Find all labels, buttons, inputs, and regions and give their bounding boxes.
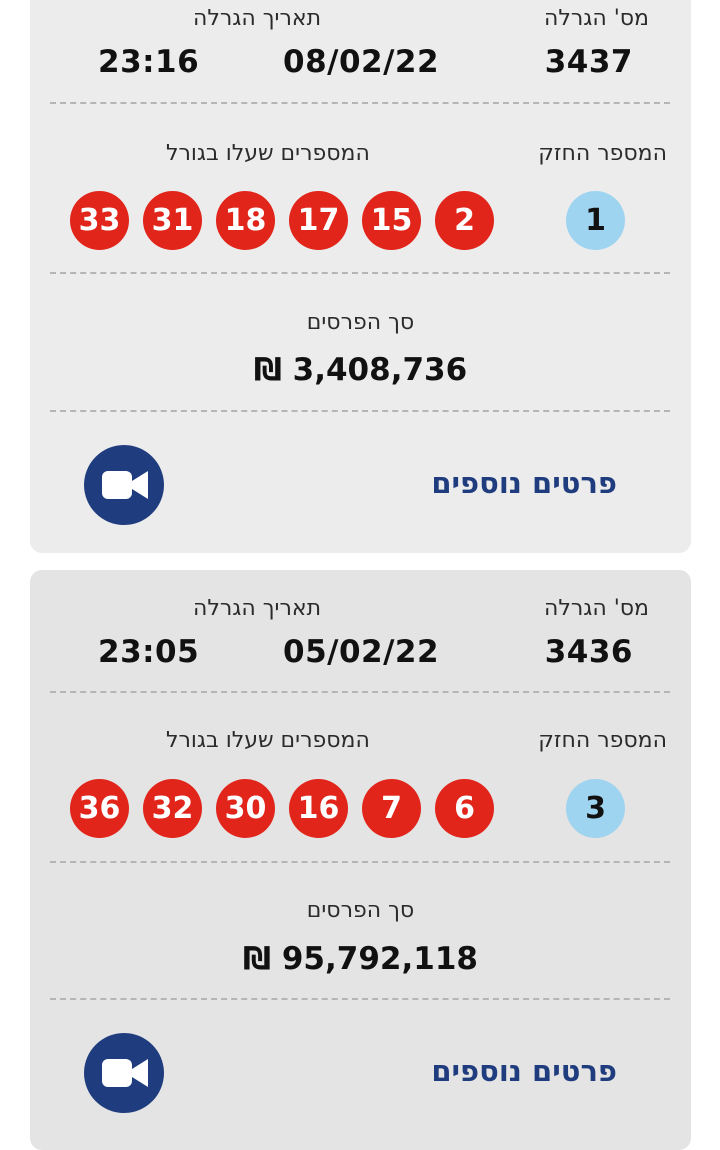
more-details-link[interactable]: פרטים נוספים (431, 1054, 617, 1088)
draw-number: 3436 (544, 634, 633, 670)
draw-date: 08/02/22 (283, 44, 440, 80)
draw-date: 05/02/22 (283, 634, 440, 670)
draw-card: מס' הגרלה תאריך הגרלה 3436 05/02/22 23:0… (30, 570, 691, 1150)
video-button[interactable] (84, 1033, 164, 1113)
number-ball: 18 (216, 191, 275, 250)
number-ball: 31 (143, 191, 202, 250)
draw-time: 23:05 (98, 634, 200, 670)
prize-total-amount: ₪ 95,792,118 (243, 941, 478, 977)
number-ball: 33 (70, 191, 129, 250)
strong-number-label: המספר החזק (538, 141, 667, 166)
strong-number-ball: 1 (566, 191, 625, 250)
divider (50, 861, 670, 863)
draw-date-label: תאריך הגרלה (193, 596, 322, 621)
number-ball: 36 (70, 779, 129, 838)
more-details-link[interactable]: פרטים נוספים (431, 466, 617, 500)
prize-total-label: סך הפרסים (306, 898, 415, 923)
prize-total-amount: ₪ 3,408,736 (253, 352, 468, 388)
draw-date-label: תאריך הגרלה (193, 6, 322, 31)
divider (50, 102, 670, 104)
number-ball: 15 (362, 191, 421, 250)
video-button[interactable] (84, 445, 164, 525)
number-ball: 17 (289, 191, 348, 250)
draw-number-label: מס' הגרלה (544, 596, 649, 621)
number-ball: 30 (216, 779, 275, 838)
drawn-numbers-label: המספרים שעלו בגורל (166, 141, 370, 166)
number-ball: 2 (435, 191, 494, 250)
strong-number-label: המספר החזק (538, 728, 667, 753)
divider (50, 272, 670, 274)
number-ball: 16 (289, 779, 348, 838)
strong-number-ball: 3 (566, 779, 625, 838)
divider (50, 691, 670, 693)
video-camera-icon (102, 471, 148, 499)
draw-card: מס' הגרלה תאריך הגרלה 3437 08/02/22 23:1… (30, 0, 691, 553)
divider (50, 998, 670, 1000)
draw-number: 3437 (544, 44, 633, 80)
draw-number-label: מס' הגרלה (544, 6, 649, 31)
prize-total-label: סך הפרסים (306, 310, 415, 335)
divider (50, 410, 670, 412)
number-ball: 6 (435, 779, 494, 838)
draw-time: 23:16 (98, 44, 200, 80)
number-ball: 7 (362, 779, 421, 838)
number-ball: 32 (143, 779, 202, 838)
drawn-numbers-label: המספרים שעלו בגורל (166, 728, 370, 753)
video-camera-icon (102, 1059, 148, 1087)
